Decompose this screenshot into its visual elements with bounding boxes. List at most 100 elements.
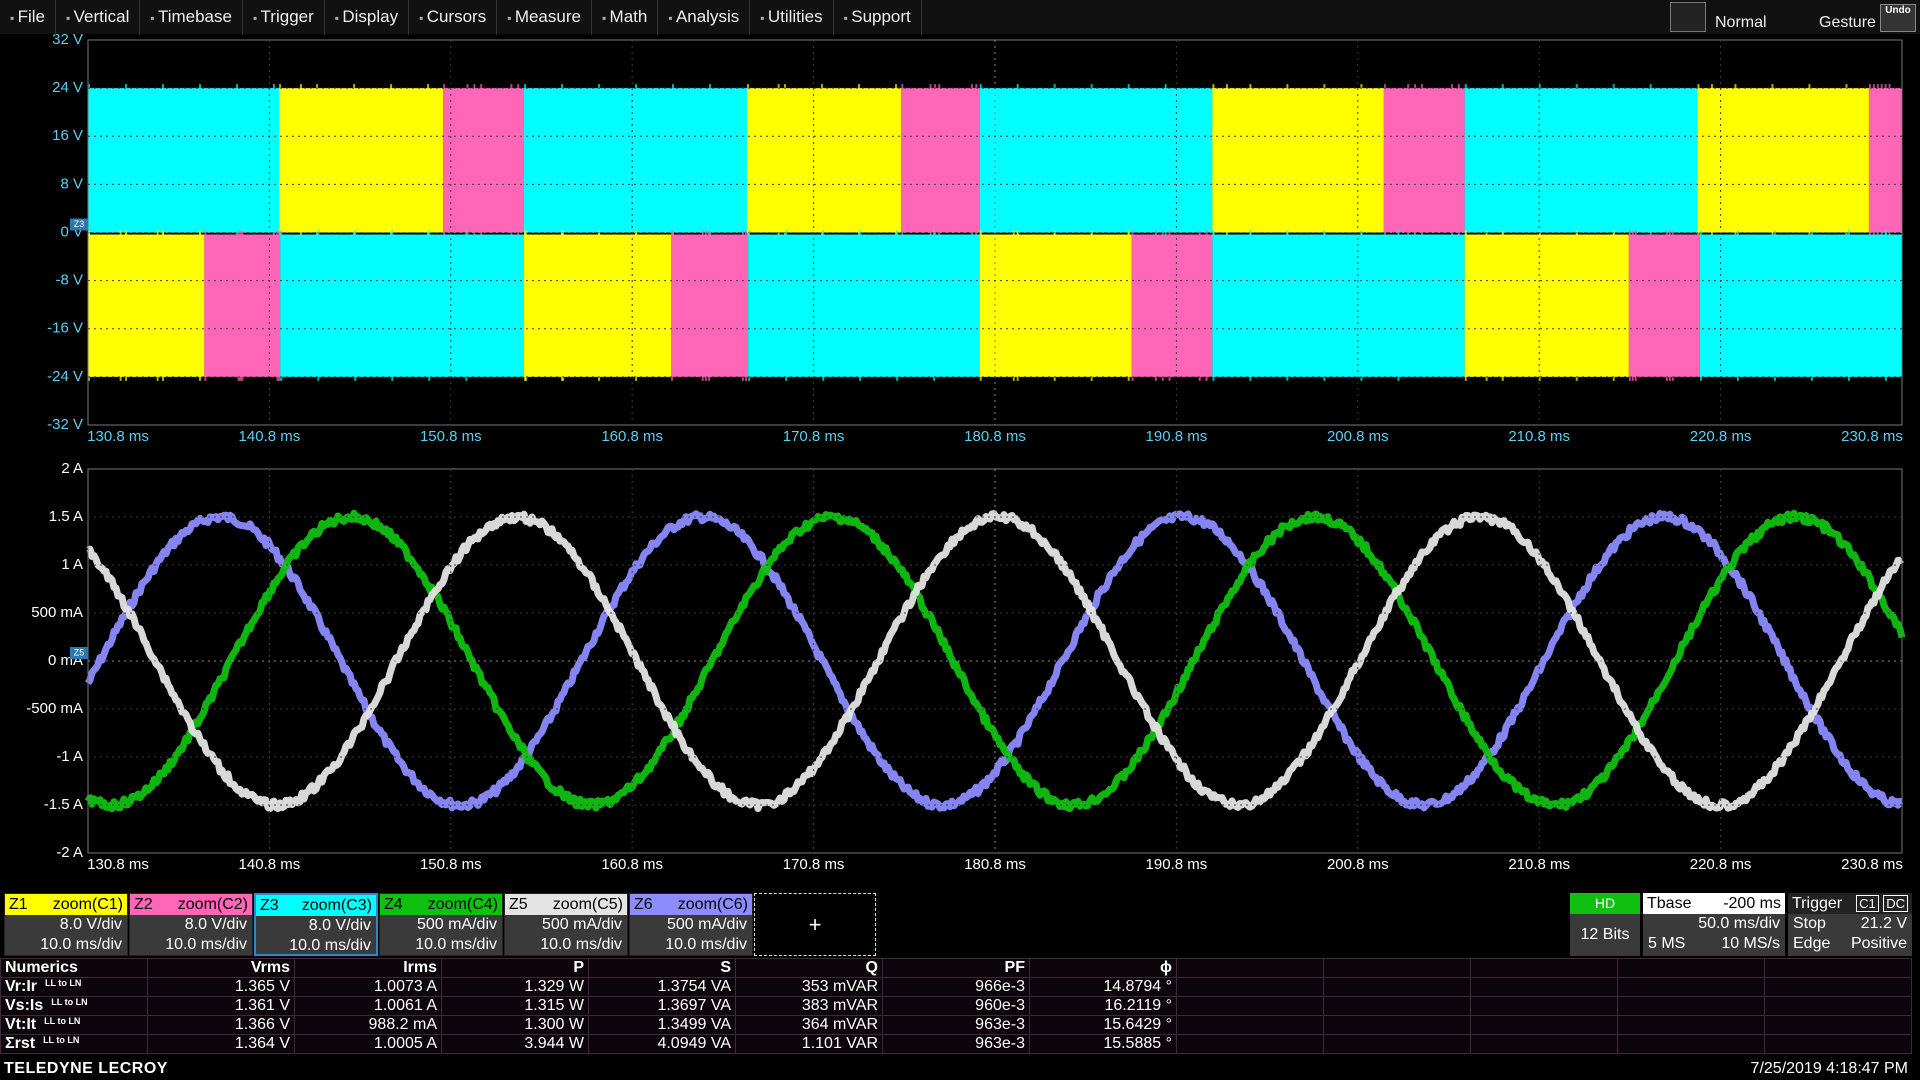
waveform-noise bbox=[1650, 84, 1652, 236]
waveform-noise bbox=[1212, 231, 1214, 381]
waveform-block bbox=[747, 88, 901, 232]
empty-cell bbox=[1471, 978, 1618, 997]
waveform-noise bbox=[199, 231, 201, 381]
waveform-noise bbox=[747, 84, 749, 236]
trigger-level: 21.2 V bbox=[1861, 914, 1907, 934]
menu-item[interactable]: Trigger bbox=[243, 0, 325, 35]
numeric-cell: 15.5885 ° bbox=[1030, 1035, 1177, 1054]
waveform-noise bbox=[1451, 84, 1453, 236]
waveform-noise bbox=[162, 231, 164, 381]
column-header: Q bbox=[736, 959, 883, 978]
waveform-noise bbox=[1576, 231, 1578, 381]
x-tick-label: 200.8 ms bbox=[1327, 428, 1389, 445]
tbase-div: 50.0 ms/div bbox=[1643, 914, 1785, 934]
numeric-cell: 1.361 V bbox=[148, 997, 295, 1016]
channel-descriptor[interactable]: Z3zoom(C3)8.0 V/div10.0 ms/div bbox=[254, 893, 378, 956]
waveform-noise bbox=[598, 231, 600, 381]
time-scale: 10.0 ms/div bbox=[256, 936, 376, 956]
numeric-cell: 1.366 V bbox=[148, 1016, 295, 1035]
menu-item[interactable]: Support bbox=[834, 0, 922, 35]
waveform-noise bbox=[237, 231, 239, 381]
empty-cell bbox=[1324, 997, 1471, 1016]
waveform-noise bbox=[785, 231, 787, 381]
add-channel[interactable]: + bbox=[754, 893, 876, 956]
waveform-noise bbox=[671, 231, 673, 381]
channel-descriptor[interactable]: Z5zoom(C5)500 mA/div10.0 ms/div bbox=[504, 893, 628, 956]
waveform-noise bbox=[353, 84, 355, 236]
footer: TELEDYNE LECROY 7/25/2019 4:18:47 PM bbox=[0, 1058, 1920, 1080]
gesture-button[interactable]: Gesture bbox=[1819, 14, 1876, 32]
channel-descriptor[interactable]: Z6zoom(C6)500 mA/div10.0 ms/div bbox=[629, 893, 753, 956]
channel-source: zoom(C6) bbox=[678, 894, 748, 915]
waveform-noise bbox=[465, 231, 467, 381]
waveform-noise bbox=[901, 84, 903, 236]
channel-source: zoom(C4) bbox=[428, 894, 498, 915]
waveform-noise bbox=[162, 84, 164, 236]
waveform-noise bbox=[1249, 231, 1251, 381]
descriptor-header: Z4zoom(C4) bbox=[380, 894, 502, 915]
menu-item[interactable]: Vertical bbox=[56, 0, 140, 35]
y-tick-label: 1.5 A bbox=[49, 508, 83, 525]
menu-item[interactable]: Timebase bbox=[140, 0, 243, 35]
waveform-noise bbox=[934, 84, 936, 236]
waveform-noise bbox=[784, 84, 786, 236]
channel-id: Z3 bbox=[260, 895, 279, 916]
waveform-noise bbox=[821, 84, 823, 236]
numerics-row: ΣrstLL to LN1.364 V1.0005 A3.944 W4.0949… bbox=[1, 1035, 1912, 1054]
row-label: Vs:Is bbox=[5, 997, 43, 1014]
channel-descriptor[interactable]: Z2zoom(C2)8.0 V/div10.0 ms/div bbox=[129, 893, 253, 956]
waveform-noise bbox=[1697, 84, 1699, 236]
waveform-noise bbox=[709, 84, 711, 236]
menu-item[interactable]: Analysis bbox=[658, 0, 750, 35]
empty-cell bbox=[1618, 1035, 1765, 1054]
waveform-noise bbox=[524, 84, 526, 236]
x-tick-label: 150.8 ms bbox=[420, 856, 482, 873]
numeric-cell: 1.3697 VA bbox=[589, 997, 736, 1016]
row-label: Σrst bbox=[5, 1035, 35, 1052]
trigger-mode[interactable]: Normal bbox=[1715, 14, 1767, 32]
y-tick-label: -16 V bbox=[47, 320, 83, 337]
undo-button[interactable]: Undo bbox=[1880, 4, 1916, 32]
menu-item[interactable]: Cursors bbox=[409, 0, 497, 35]
waveform-noise bbox=[1613, 84, 1615, 236]
waveform-noise bbox=[971, 84, 973, 236]
x-tick-label: 180.8 ms bbox=[964, 428, 1026, 445]
waveform-noise bbox=[1774, 231, 1776, 381]
hd-box[interactable]: HD 12 Bits bbox=[1570, 893, 1640, 956]
waveform-noise bbox=[635, 231, 637, 381]
mode-icon[interactable] bbox=[1670, 2, 1706, 32]
channel-descriptor[interactable]: Z1zoom(C1)8.0 V/div10.0 ms/div bbox=[4, 893, 128, 956]
row-sublabel: LL to LN bbox=[51, 997, 87, 1007]
time-scale: 10.0 ms/div bbox=[630, 935, 752, 955]
x-tick-label: 130.8 ms bbox=[87, 428, 149, 445]
x-tick-label: 140.8 ms bbox=[239, 856, 301, 873]
y-tick-label: 16 V bbox=[52, 127, 83, 144]
waveform-noise bbox=[473, 84, 475, 236]
channel-descriptor[interactable]: Z4zoom(C4)500 mA/div10.0 ms/div bbox=[379, 893, 503, 956]
waveform-noise bbox=[391, 231, 393, 381]
row-label: Vr:Ir bbox=[5, 978, 37, 995]
numerics-table: NumericsVrmsIrmsPSQPFϕVr:IrLL to LN1.365… bbox=[0, 958, 1912, 1054]
empty-cell bbox=[1618, 1016, 1765, 1035]
waveform-noise bbox=[1711, 84, 1713, 236]
waveform-noise bbox=[858, 84, 860, 236]
waveform-noise bbox=[1465, 84, 1467, 236]
waveform-noise bbox=[1885, 231, 1887, 381]
waveform-noise bbox=[1212, 84, 1214, 236]
trigger-box[interactable]: TriggerC1 DC Stop21.2 V EdgePositive bbox=[1788, 893, 1912, 956]
trigger-slope: Positive bbox=[1851, 934, 1907, 954]
waveform-noise bbox=[300, 84, 302, 236]
y-tick-label: 24 V bbox=[52, 79, 83, 96]
vertical-scale: 8.0 V/div bbox=[130, 915, 252, 935]
waveform-noise bbox=[120, 231, 122, 381]
hd-badge: HD bbox=[1570, 893, 1640, 914]
row-sublabel: LL to LN bbox=[45, 978, 81, 988]
menu-item[interactable]: Measure bbox=[497, 0, 592, 35]
menu-item[interactable]: Display bbox=[325, 0, 409, 35]
x-tick-label: 180.8 ms bbox=[964, 856, 1026, 873]
menu-item[interactable]: Utilities bbox=[750, 0, 833, 35]
menu-item[interactable]: File bbox=[0, 0, 56, 35]
timebase-box[interactable]: Tbase-200 ms 50.0 ms/div 5 MS10 MS/s bbox=[1643, 893, 1785, 956]
menu-item[interactable]: Math bbox=[592, 0, 658, 35]
